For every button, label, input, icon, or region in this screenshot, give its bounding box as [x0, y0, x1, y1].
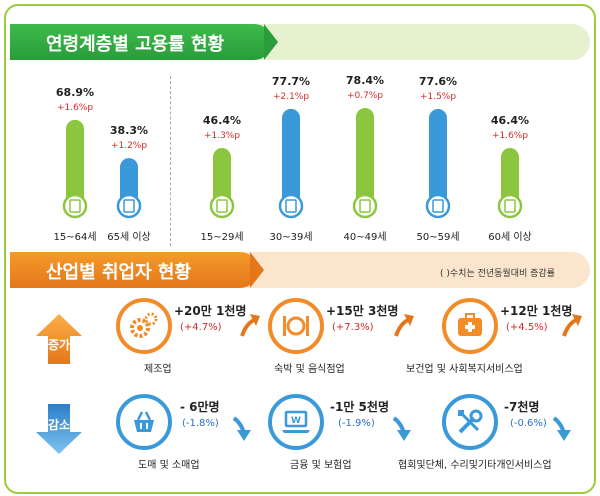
industry-card-wholesale-retail: - 6만명 (-1.8%) 도매 및 소매업 [116, 394, 266, 474]
bar-change-label: +1.6%p [57, 103, 93, 113]
decrease-badge: 감소 [36, 404, 82, 458]
employment-change-rate: (+7.3%) [332, 322, 374, 333]
svg-text:W: W [291, 416, 301, 426]
industry-card-association-repair: -7천명 (-0.6%) 협회및단체, 수리및기타개인서비스업 [398, 394, 592, 474]
icon-circle [268, 298, 324, 354]
document-icon [497, 193, 523, 219]
up-arrow-icon [36, 314, 82, 364]
increase-label: 증가 [47, 338, 71, 352]
bar-0 [66, 119, 84, 208]
employment-change-value: -1만 5천명 [330, 400, 389, 414]
employment-change-value: +20만 1천명 [174, 304, 247, 318]
document-icon-sheet [123, 199, 135, 213]
trend-down-arrow-icon [392, 416, 411, 441]
gears-icon [130, 312, 158, 338]
header-bar [10, 24, 272, 60]
industry-card-finance-insurance: W -1만 5천명 (-1.9%) 금융 및 보험업 [268, 394, 418, 474]
industry-name: 숙박 및 음식점업 [274, 364, 345, 375]
trend-down-arrow-icon [232, 416, 251, 441]
industry-name: 금융 및 보험업 [290, 460, 352, 471]
trend-down-arrow-icon [552, 416, 571, 441]
decrease-label: 감소 [47, 418, 71, 432]
fork-knife-icon [283, 316, 309, 336]
document-icon-sheet [359, 199, 371, 213]
bar-value-label: 38.3% [110, 124, 148, 137]
category-label: 15~29세 [200, 231, 243, 243]
section-title: 연령계층별 고용률 현황 [46, 34, 225, 55]
employment-change-rate: (+4.7%) [180, 322, 222, 333]
employment-change-value: +15만 3천명 [326, 304, 399, 318]
down-arrow-icon [36, 404, 82, 454]
industry-name: 협회및단체, 수리및기타개인서비스업 [398, 460, 552, 471]
first-aid-kit-icon [458, 313, 482, 336]
bar-5 [429, 109, 447, 208]
document-icon [352, 193, 378, 219]
tools-icon [458, 409, 483, 434]
document-icon [116, 193, 142, 219]
increase-badge: 증가 [36, 314, 82, 368]
bar-value-label: 68.9% [56, 86, 94, 99]
shopping-basket-icon [134, 411, 154, 432]
trend-up-arrow-icon [394, 314, 414, 337]
document-icon-sheet [69, 199, 81, 213]
bar-value-label: 77.7% [272, 75, 310, 88]
trend-up-arrow-icon [240, 314, 260, 337]
industry-card-manufacturing: +20만 1천명 (+4.7%) 제조업 [116, 298, 266, 378]
document-icon [62, 193, 88, 219]
bar-change-label: +1.6%p [492, 131, 528, 141]
employment-change-rate: (-1.8%) [182, 418, 219, 429]
employment-change-rate: (+4.5%) [506, 322, 548, 333]
employment-change-value: - 6만명 [180, 400, 220, 414]
category-label: 30~39세 [269, 231, 312, 243]
icon-circle [268, 394, 324, 450]
change-note: ( )수치는 전년동월대비 증감률 [440, 269, 555, 279]
category-label: 50~59세 [416, 231, 459, 243]
trend-up-arrow-icon [562, 314, 582, 337]
section-employment-rate-header: 연령계층별 고용률 현황 [10, 24, 590, 60]
bar-change-label: +2.1%p [273, 92, 309, 102]
category-label: 15~64세 [53, 231, 96, 243]
bar-4 [356, 108, 374, 208]
laptop-won-icon: W [282, 410, 310, 433]
header-arrow [250, 252, 264, 288]
industry-name: 도매 및 소매업 [138, 460, 200, 471]
bar-value-label: 78.4% [346, 74, 384, 87]
chart-divider [170, 76, 171, 246]
employment-change-value: +12만 1천명 [500, 304, 573, 318]
category-label: 65세 이상 [107, 231, 151, 243]
bar-change-label: +1.2%p [111, 141, 147, 151]
industry-name: 제조업 [144, 364, 172, 375]
employment-change-rate: (-0.6%) [510, 418, 547, 429]
industry-card-health-social: +12만 1천명 (+4.5%) 보건업 및 사회복지서비스업 [406, 298, 592, 378]
document-icon-sheet [432, 199, 444, 213]
section-industry-header: 산업별 취업자 현황 [10, 252, 590, 288]
document-icon-sheet [216, 199, 228, 213]
bar-change-label: +0.7%p [347, 91, 383, 101]
category-label: 60세 이상 [488, 231, 532, 243]
bar-change-label: +1.3%p [204, 131, 240, 141]
category-label: 40~49세 [343, 231, 386, 243]
header-bar [10, 252, 258, 288]
document-icon [209, 193, 235, 219]
bar-3 [282, 108, 300, 208]
bar-6 [501, 148, 519, 208]
industry-card-accommodation-food: +15만 3천명 (+7.3%) 숙박 및 음식점업 [268, 298, 418, 378]
bar-change-label: +1.5%p [420, 92, 456, 102]
document-icon-sheet [504, 199, 516, 213]
bar-value-label: 77.6% [419, 75, 457, 88]
section-title: 산업별 취업자 현황 [46, 262, 192, 283]
icon-circle [116, 298, 172, 354]
bar-value-label: 46.4% [491, 114, 529, 127]
document-icon [278, 193, 304, 219]
employment-change-rate: (-1.9%) [338, 418, 375, 429]
document-icon-sheet [285, 199, 297, 213]
employment-change-value: -7천명 [504, 400, 540, 414]
industry-name: 보건업 및 사회복지서비스업 [406, 364, 523, 375]
bar-2 [213, 148, 231, 208]
bar-value-label: 46.4% [203, 114, 241, 127]
document-icon [425, 193, 451, 219]
employment-rate-chart: 68.9% +1.6%p 15~64세 38.3% +1.2%p 65세 이상 46.4% +… [53, 74, 532, 243]
header-arrow [264, 24, 278, 60]
